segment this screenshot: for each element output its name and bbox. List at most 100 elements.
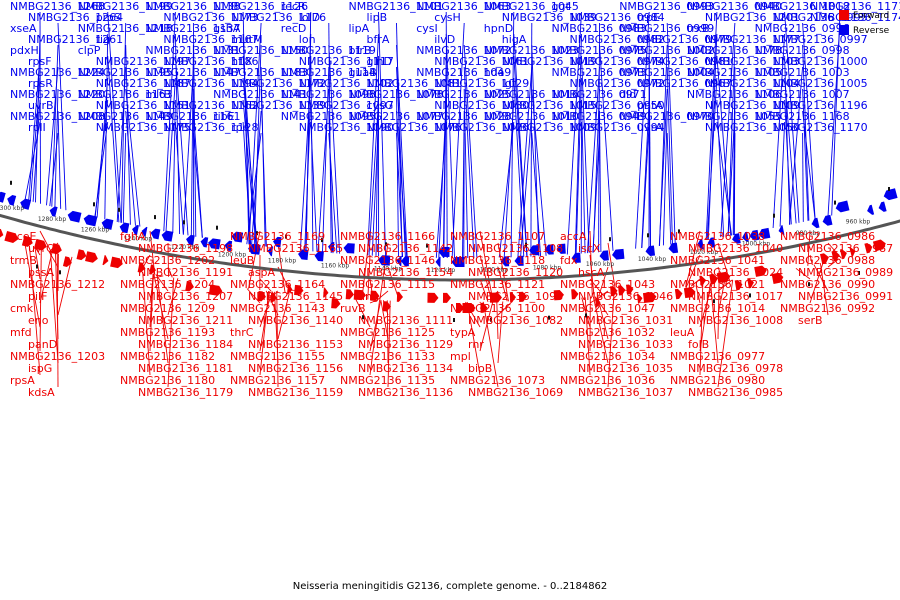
forward-gene[interactable] bbox=[208, 284, 223, 297]
reverse-gene-label[interactable]: NMBG2136_1103 bbox=[705, 55, 800, 68]
reverse-gene[interactable] bbox=[451, 256, 465, 268]
reverse-gene-label[interactable]: NMBG2136_0996 bbox=[755, 22, 850, 35]
forward-gene-label[interactable]: NMBG2136_1142 bbox=[358, 242, 453, 255]
reverse-gene-label[interactable]: NMBG2136_1261 bbox=[28, 33, 123, 46]
forward-gene[interactable] bbox=[864, 242, 873, 254]
reverse-gene[interactable] bbox=[185, 234, 195, 246]
reverse-gene-label[interactable]: lipB bbox=[367, 11, 388, 24]
forward-gene[interactable] bbox=[427, 292, 439, 303]
forward-gene-label[interactable]: NMBG2136_1014 bbox=[670, 302, 765, 315]
forward-gene-label[interactable]: kdsA bbox=[28, 386, 55, 399]
reverse-gene-label[interactable]: NMBG2136_1102 bbox=[299, 77, 394, 90]
reverse-gene-label[interactable]: NMBG2136_0979 bbox=[637, 33, 732, 46]
reverse-gene-label[interactable]: NMBG2136_0970 bbox=[619, 110, 714, 123]
reverse-gene-label[interactable]: cysH bbox=[434, 11, 461, 24]
reverse-gene[interactable] bbox=[707, 237, 716, 248]
forward-gene[interactable] bbox=[21, 235, 34, 248]
reverse-gene-label[interactable]: NMBG2136_1028 bbox=[416, 110, 511, 123]
forward-gene-label[interactable]: accA bbox=[560, 230, 587, 243]
reverse-gene-label[interactable]: NMBG2136_1076 bbox=[367, 121, 462, 134]
reverse-gene-label[interactable]: NMBG2136_1131 bbox=[145, 44, 240, 57]
reverse-gene-label[interactable]: hpnD bbox=[484, 22, 513, 35]
forward-gene-label[interactable]: NMBG2136_0978 bbox=[688, 362, 783, 375]
reverse-gene-label[interactable]: NMBG2136_1003 bbox=[755, 66, 850, 79]
reverse-gene[interactable] bbox=[378, 255, 391, 266]
forward-gene-label[interactable]: NMBG2136_1069 bbox=[468, 386, 563, 399]
forward-gene-label[interactable]: NMBG2136_0980 bbox=[670, 374, 765, 387]
forward-gene-label[interactable]: ruvB bbox=[340, 302, 366, 315]
forward-gene-label[interactable]: cmk bbox=[10, 302, 34, 315]
reverse-gene[interactable] bbox=[556, 243, 566, 255]
reverse-gene[interactable] bbox=[758, 227, 771, 240]
reverse-gene-label[interactable]: NMBG2136_1105 bbox=[687, 66, 782, 79]
forward-gene-label[interactable]: NMBG2136_1164 bbox=[230, 278, 325, 291]
reverse-gene[interactable] bbox=[101, 218, 114, 230]
forward-gene-label[interactable]: NMBG2136_1100 bbox=[450, 302, 545, 315]
reverse-gene-label[interactable]: NMBG2136_1264 bbox=[28, 11, 123, 24]
reverse-gene-label[interactable]: NMBG2136_0982 bbox=[570, 33, 665, 46]
forward-gene[interactable] bbox=[831, 250, 840, 262]
reverse-gene-label[interactable]: ilvD bbox=[434, 33, 455, 46]
reverse-gene-label[interactable]: gshA bbox=[213, 22, 241, 35]
forward-gene[interactable] bbox=[610, 286, 618, 297]
reverse-gene[interactable] bbox=[141, 226, 148, 237]
forward-gene-label[interactable]: NMBG2136_0991 bbox=[798, 290, 893, 303]
reverse-gene-label[interactable]: NMBG2136_0983 bbox=[552, 22, 647, 35]
forward-gene-label[interactable]: NMBG2136_1046 bbox=[578, 290, 673, 303]
forward-gene[interactable] bbox=[353, 289, 367, 301]
forward-gene-label[interactable]: NMBG2136_1156 bbox=[248, 362, 343, 375]
reverse-gene-label[interactable]: cysG bbox=[367, 99, 394, 112]
reverse-gene-label[interactable]: rpsF bbox=[28, 55, 52, 68]
forward-gene-label[interactable]: NMBG2136_1184 bbox=[138, 338, 233, 351]
reverse-gene-label[interactable]: lolD bbox=[299, 11, 320, 24]
forward-gene[interactable] bbox=[33, 238, 48, 252]
forward-gene-label[interactable]: NMBG2136_1111 bbox=[358, 314, 453, 327]
reverse-gene[interactable] bbox=[811, 217, 820, 229]
forward-gene[interactable] bbox=[734, 279, 744, 291]
forward-gene-label[interactable]: NMBG2136_1193 bbox=[120, 326, 215, 339]
forward-gene-label[interactable]: NMBG2136_1038 bbox=[670, 230, 765, 243]
reverse-gene-label[interactable]: NMBG2136_1101 bbox=[349, 0, 444, 13]
reverse-gene-label[interactable]: pdxH bbox=[10, 44, 39, 57]
forward-gene-label[interactable]: thrC bbox=[230, 326, 254, 339]
forward-gene-label[interactable]: NMBG2136_1135 bbox=[340, 374, 435, 387]
forward-gene[interactable] bbox=[509, 292, 516, 303]
reverse-gene-label[interactable]: NMBG2136_1023 bbox=[484, 44, 579, 57]
reverse-gene[interactable] bbox=[778, 225, 785, 236]
reverse-gene-label[interactable]: NMBG2136_1018 bbox=[755, 0, 850, 13]
reverse-gene-label[interactable]: NMBG2136_1049 bbox=[416, 66, 511, 79]
reverse-gene-label[interactable]: NMBG2136_1147 bbox=[145, 66, 240, 79]
forward-gene[interactable] bbox=[642, 292, 657, 304]
reverse-gene-label[interactable]: NMBG2136_0950 bbox=[570, 99, 665, 112]
reverse-gene-label[interactable]: NMBG2136_1170 bbox=[773, 121, 868, 134]
reverse-gene-label[interactable]: NMBG2136_1010 bbox=[484, 110, 579, 123]
forward-gene-label[interactable]: NMBG2136_1203 bbox=[10, 350, 105, 363]
reverse-gene[interactable] bbox=[749, 229, 760, 241]
reverse-gene-label[interactable]: NMBG2136_1039 bbox=[502, 11, 597, 24]
forward-gene-label[interactable]: NMBG2136_1145 bbox=[248, 290, 343, 303]
reverse-gene-label[interactable]: mltB bbox=[145, 88, 171, 101]
forward-gene-label[interactable]: bioB bbox=[468, 362, 492, 375]
reverse-gene-label[interactable]: NMBG2136_1194 bbox=[163, 77, 258, 90]
reverse-gene[interactable] bbox=[150, 228, 161, 240]
forward-gene-label[interactable]: NMBG2136_1181 bbox=[138, 362, 233, 375]
reverse-gene-label[interactable]: NMBG2136_1138 bbox=[145, 0, 240, 13]
reverse-gene-label[interactable]: NMBG2136_1137 bbox=[145, 22, 240, 35]
forward-gene[interactable] bbox=[149, 264, 157, 275]
forward-gene-label[interactable]: NMBG2136_1043 bbox=[560, 278, 655, 291]
reverse-gene-label[interactable]: NMBG2136_1063 bbox=[416, 0, 511, 13]
forward-gene-label[interactable]: mpl bbox=[450, 350, 471, 363]
reverse-gene[interactable] bbox=[544, 244, 554, 255]
forward-gene[interactable] bbox=[4, 230, 19, 244]
reverse-gene-label[interactable]: NMBG2136_1224 bbox=[10, 66, 105, 79]
forward-gene-label[interactable]: typA bbox=[450, 326, 476, 339]
forward-gene-label[interactable]: NMBG2136_0989 bbox=[798, 266, 893, 279]
reverse-gene[interactable] bbox=[668, 242, 679, 254]
reverse-gene-label[interactable]: lon bbox=[299, 33, 316, 46]
forward-gene-label[interactable]: NMBG2136_1182 bbox=[120, 350, 215, 363]
reverse-gene-label[interactable]: NMBG2136_1097 bbox=[299, 99, 394, 112]
reverse-gene-label[interactable]: NMBG2136_0997 bbox=[773, 33, 868, 46]
reverse-gene[interactable] bbox=[696, 239, 704, 250]
reverse-gene-label[interactable]: tig bbox=[96, 33, 110, 46]
forward-gene[interactable] bbox=[709, 273, 718, 285]
